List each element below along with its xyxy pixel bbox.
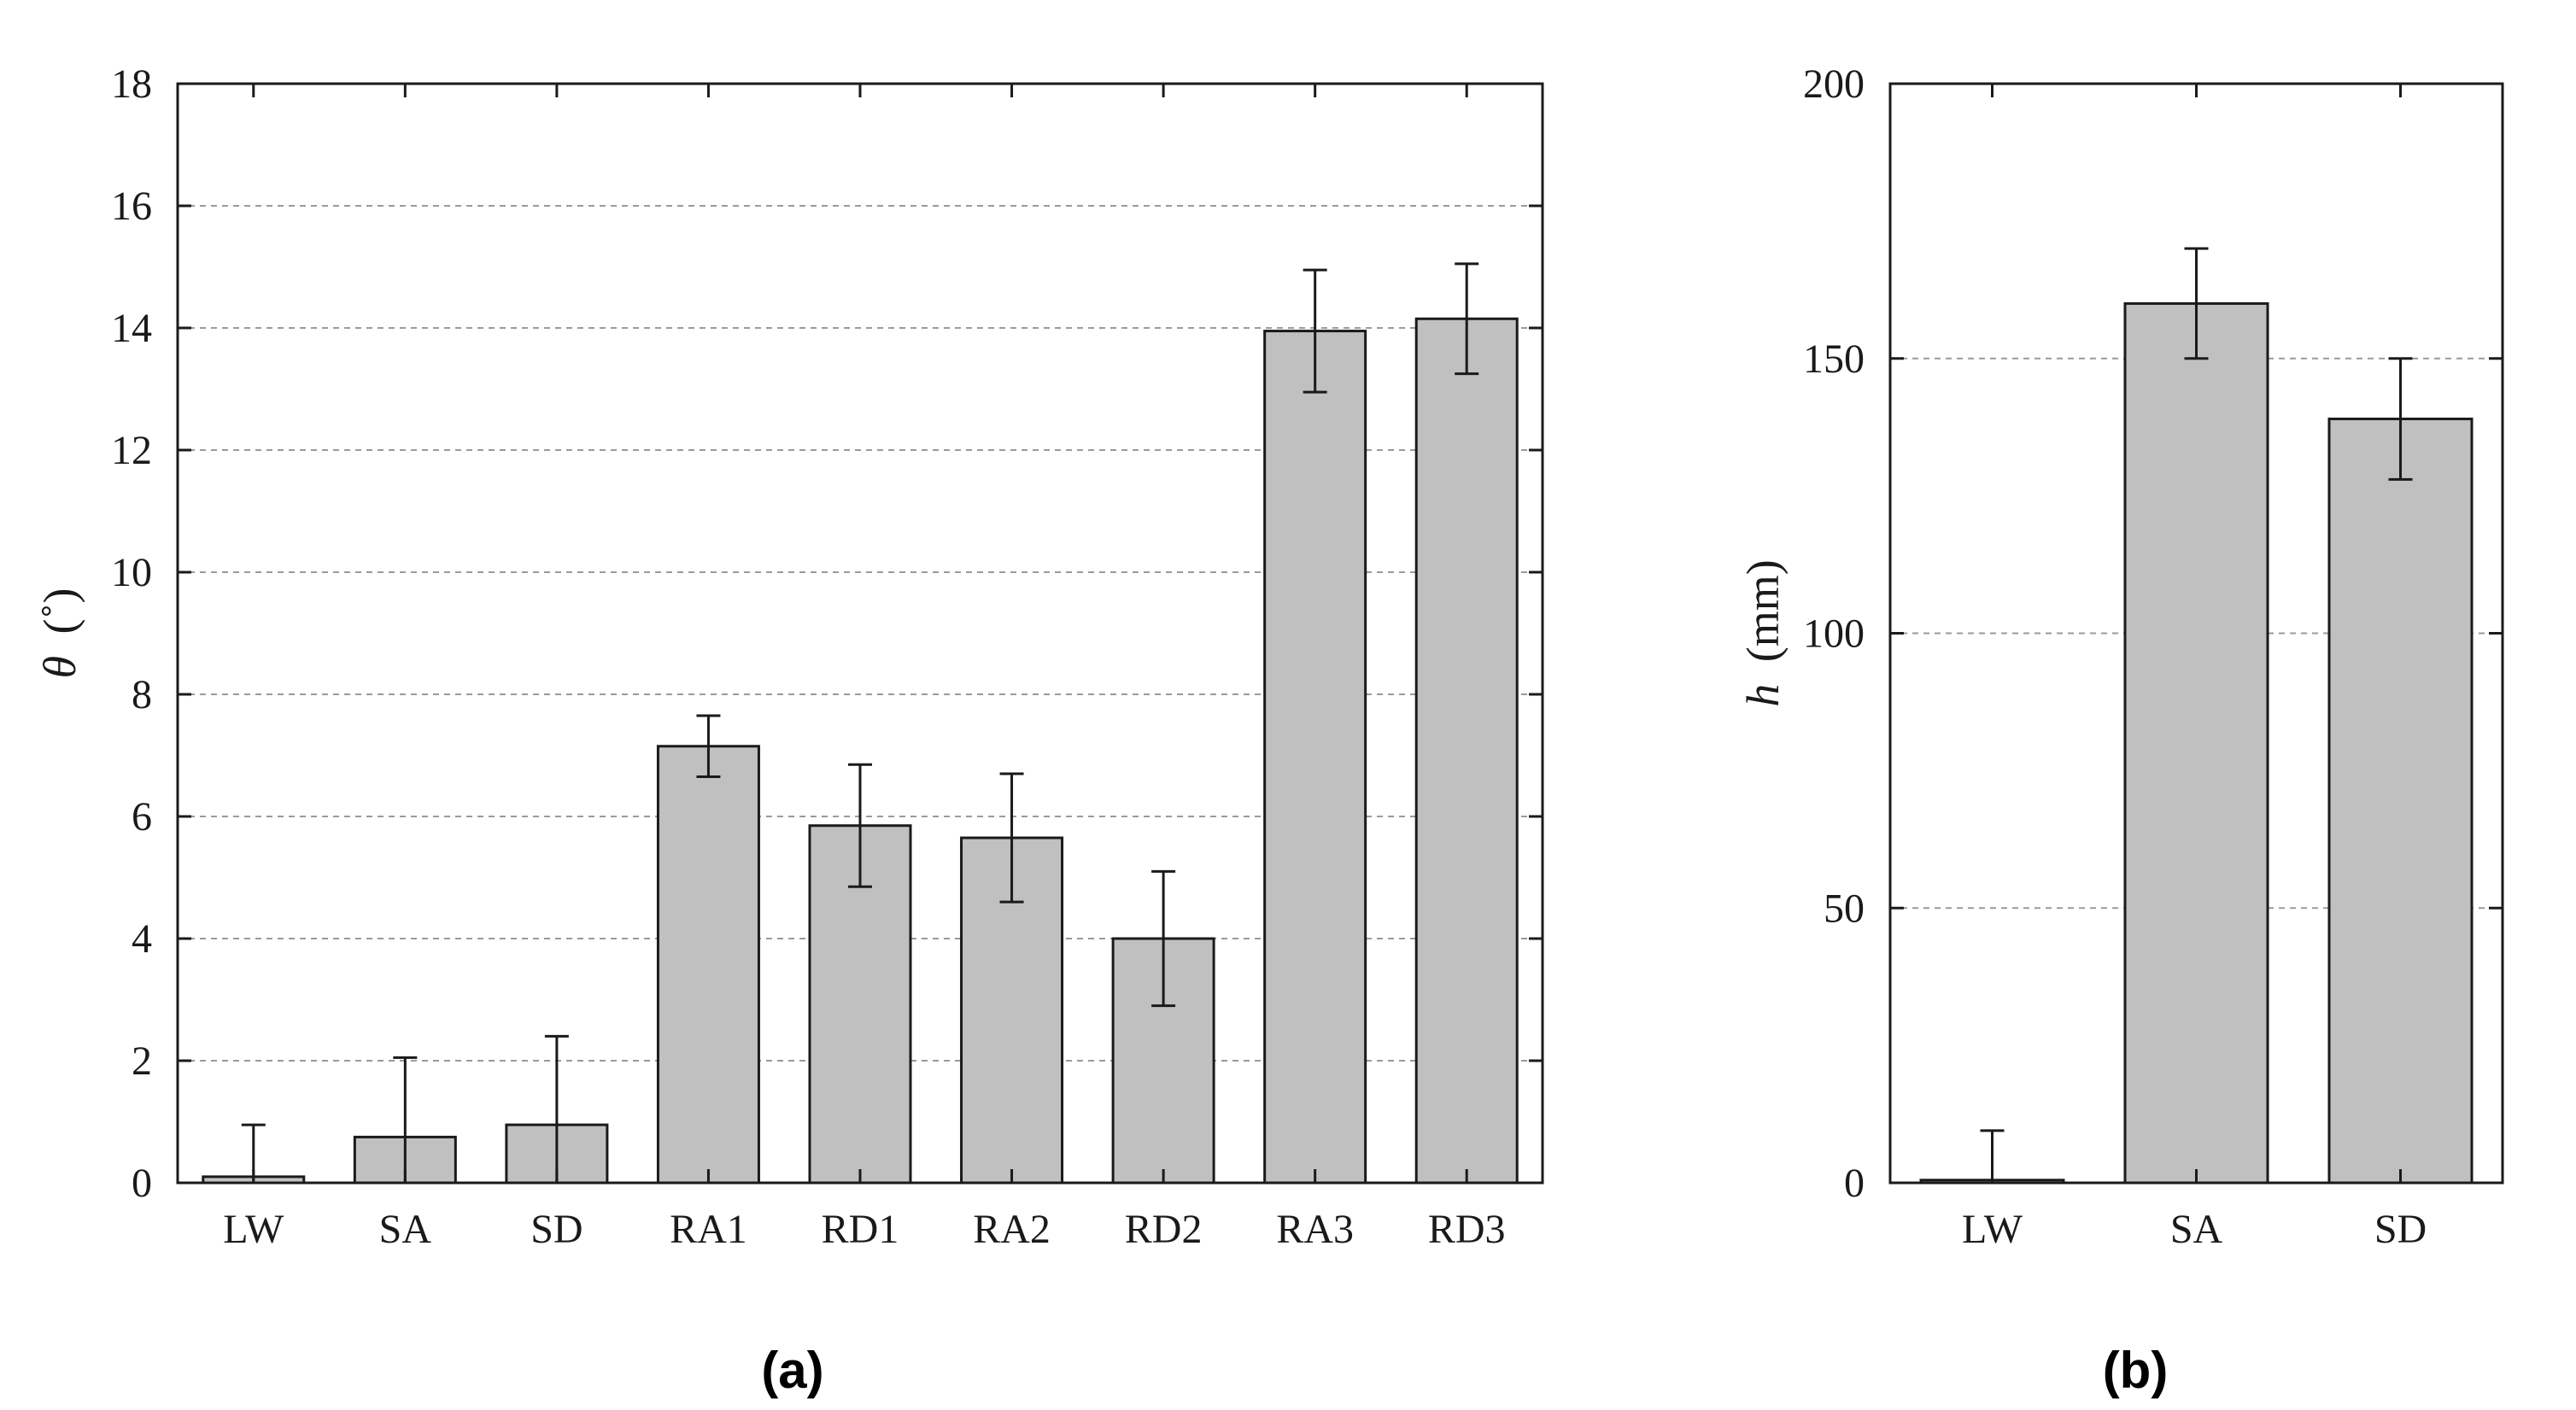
x-tick-label: SA xyxy=(2170,1207,2223,1252)
error-bar-sd xyxy=(2388,357,2413,481)
bars-a xyxy=(202,317,1519,1185)
y-tick-label: 8 xyxy=(132,672,152,717)
x-tick-label: SA xyxy=(379,1207,432,1252)
y-tick-label: 50 xyxy=(1824,886,1865,931)
y-axis-unit-a: (˚) xyxy=(34,588,85,635)
error-bar-rd3 xyxy=(1455,262,1479,376)
y-tick-label: 100 xyxy=(1803,611,1865,657)
error-bar-rd1 xyxy=(848,763,872,888)
bar-ra3 xyxy=(1263,330,1367,1185)
y-axis-symbol-b: h xyxy=(1737,684,1789,707)
error-bar-ra1 xyxy=(696,714,721,779)
x-tick-label: LW xyxy=(223,1207,284,1252)
error-bar-rd2 xyxy=(1151,869,1176,1008)
panel-label-a: (a) xyxy=(761,1342,823,1399)
bars-b xyxy=(1919,301,2474,1185)
x-tick-label: LW xyxy=(1962,1207,2023,1252)
y-tick-label: 150 xyxy=(1803,336,1865,382)
y-tick-label: 16 xyxy=(111,184,152,229)
error-bar-ra2 xyxy=(999,772,1024,904)
error-bar-sa xyxy=(393,1056,418,1183)
x-tick-label: SD xyxy=(530,1207,583,1252)
bar-sd xyxy=(2327,418,2474,1185)
y-tick-label: 0 xyxy=(132,1161,152,1206)
y-tick-label: 14 xyxy=(111,306,152,351)
y-tick-label: 18 xyxy=(111,61,152,107)
bar-ra1 xyxy=(656,745,760,1185)
bar-sa xyxy=(2123,301,2269,1185)
y-axis-unit-b: (mm) xyxy=(1737,559,1789,662)
grid-b xyxy=(1890,357,2503,910)
x-tick-label: RD1 xyxy=(822,1207,899,1252)
x-ticks-a: LW SA SD RA1 RD1 RA2 RD2 RA3 RD3 xyxy=(223,84,1506,1252)
y-tick-label: 4 xyxy=(132,916,152,962)
chart-panel-a: 0 2 4 6 8 10 12 14 16 18 LW SA SD RA1 RD1 RA2 RD2 RA3 RD3… xyxy=(34,61,1544,1399)
x-tick-label: RA1 xyxy=(670,1207,747,1252)
y-axis-label-b: h (mm) xyxy=(1737,559,1789,706)
y-axis-symbol-a: θ xyxy=(34,656,85,679)
x-tick-label: RA2 xyxy=(973,1207,1051,1252)
y-ticks-b: 0 50 100 150 200 xyxy=(1803,61,2503,1206)
bar-rd3 xyxy=(1414,317,1519,1185)
x-tick-label: RD3 xyxy=(1428,1207,1506,1252)
error-bars-b xyxy=(1980,247,2413,1183)
x-tick-label: RD2 xyxy=(1125,1207,1203,1252)
y-tick-label: 12 xyxy=(111,428,152,473)
y-tick-label: 200 xyxy=(1803,61,1865,107)
y-tick-label: 2 xyxy=(132,1038,152,1084)
x-tick-label: RA3 xyxy=(1276,1207,1354,1252)
y-tick-label: 10 xyxy=(111,550,152,595)
x-tick-label: SD xyxy=(2374,1207,2427,1252)
y-axis-label-a: θ (˚) xyxy=(34,588,85,679)
y-tick-label: 6 xyxy=(132,794,152,840)
y-ticks-a: 0 2 4 6 8 10 12 14 16 18 xyxy=(111,61,1543,1206)
error-bar-sa xyxy=(2184,247,2209,360)
panel-label-b: (b) xyxy=(2103,1342,2169,1399)
error-bar-sd xyxy=(544,1034,569,1183)
error-bar-ra3 xyxy=(1303,268,1327,394)
x-ticks-b: LW SA SD xyxy=(1962,84,2427,1252)
y-tick-label: 0 xyxy=(1844,1161,1865,1206)
error-bars-a xyxy=(241,262,1479,1183)
chart-panel-b: 0 50 100 150 200 LW SA SD h (mm) (b) xyxy=(1737,61,2504,1399)
